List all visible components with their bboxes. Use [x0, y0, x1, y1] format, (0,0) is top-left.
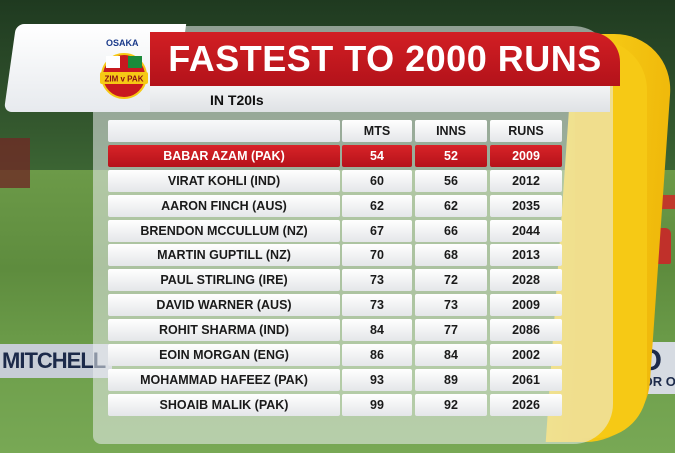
player-name: BRENDON MCCULLUM (NZ) [108, 219, 340, 242]
runs-value: 2035 [490, 194, 562, 217]
board-left-text: MITCHELL [2, 348, 106, 373]
matches-value: 86 [342, 344, 412, 367]
sponsor-logo-text: OSAKA [106, 38, 139, 48]
table-row: SHOAIB MALIK (PAK) 99 92 2026 [106, 393, 566, 416]
table-row: AARON FINCH (AUS) 62 62 2035 [106, 194, 566, 217]
graphic-title: FASTEST TO 2000 RUNS [168, 38, 602, 79]
player-name: MARTIN GUPTILL (NZ) [108, 244, 340, 267]
innings-value: 73 [415, 294, 487, 317]
table-header-row: MTS INNS RUNS [106, 120, 566, 142]
player-name: EOIN MORGAN (ENG) [108, 344, 340, 367]
matches-value: 70 [342, 244, 412, 267]
header-matches: MTS [342, 120, 412, 142]
player-name: VIRAT KOHLI (IND) [108, 169, 340, 192]
matches-value: 93 [342, 368, 412, 391]
table-row: VIRAT KOHLI (IND) 60 56 2012 [106, 169, 566, 192]
player-name: MOHAMMAD HAFEEZ (PAK) [108, 368, 340, 391]
title-bar: FASTEST TO 2000 RUNS [150, 32, 620, 86]
matches-value: 62 [342, 194, 412, 217]
player-name: ROHIT SHARMA (IND) [108, 319, 340, 342]
background-stand [0, 138, 30, 188]
runs-value: 2061 [490, 368, 562, 391]
runs-value: 2028 [490, 269, 562, 292]
runs-value: 2009 [490, 144, 562, 167]
player-name: SHOAIB MALIK (PAK) [108, 393, 340, 416]
header-innings: INNS [415, 120, 487, 142]
innings-value: 84 [415, 344, 487, 367]
runs-value: 2086 [490, 319, 562, 342]
matches-value: 73 [342, 269, 412, 292]
table-row: EOIN MORGAN (ENG) 86 84 2002 [106, 344, 566, 367]
innings-value: 92 [415, 393, 487, 416]
stats-table: MTS INNS RUNS BABAR AZAM (PAK) 54 52 2009 VI… [106, 120, 566, 416]
table-row: DAVID WARNER (AUS) 73 73 2009 [106, 294, 566, 317]
matches-value: 73 [342, 294, 412, 317]
runs-value: 2002 [490, 344, 562, 367]
table-row: ROHIT SHARMA (IND) 84 77 2086 [106, 319, 566, 342]
runs-value: 2012 [490, 169, 562, 192]
runs-value: 2013 [490, 244, 562, 267]
innings-value: 68 [415, 244, 487, 267]
runs-value: 2009 [490, 294, 562, 317]
innings-value: 66 [415, 219, 487, 242]
table-row: BRENDON MCCULLUM (NZ) 67 66 2044 [106, 219, 566, 242]
runs-value: 2044 [490, 219, 562, 242]
table-row: MOHAMMAD HAFEEZ (PAK) 93 89 2061 [106, 368, 566, 391]
graphic-subtitle: IN T20Is [210, 92, 264, 108]
innings-value: 89 [415, 368, 487, 391]
innings-value: 56 [415, 169, 487, 192]
matches-value: 67 [342, 219, 412, 242]
header-player [108, 120, 340, 142]
player-name: PAUL STIRLING (IRE) [108, 269, 340, 292]
table-row: MARTIN GUPTILL (NZ) 70 68 2013 [106, 244, 566, 267]
innings-value: 52 [415, 144, 487, 167]
matches-value: 99 [342, 393, 412, 416]
runs-value: 2026 [490, 393, 562, 416]
table-row: PAUL STIRLING (IRE) 73 72 2028 [106, 269, 566, 292]
player-name: DAVID WARNER (AUS) [108, 294, 340, 317]
header-runs: RUNS [490, 120, 562, 142]
matches-value: 84 [342, 319, 412, 342]
matches-value: 54 [342, 144, 412, 167]
table-row: BABAR AZAM (PAK) 54 52 2009 [106, 144, 566, 167]
matches-value: 60 [342, 169, 412, 192]
innings-value: 72 [415, 269, 487, 292]
series-logo-icon: ZIM v PAK [100, 53, 148, 99]
innings-value: 62 [415, 194, 487, 217]
subtitle-bar [150, 86, 610, 112]
logo-badge-text: ZIM v PAK [105, 75, 144, 84]
player-name: AARON FINCH (AUS) [108, 194, 340, 217]
player-name: BABAR AZAM (PAK) [108, 144, 340, 167]
innings-value: 77 [415, 319, 487, 342]
